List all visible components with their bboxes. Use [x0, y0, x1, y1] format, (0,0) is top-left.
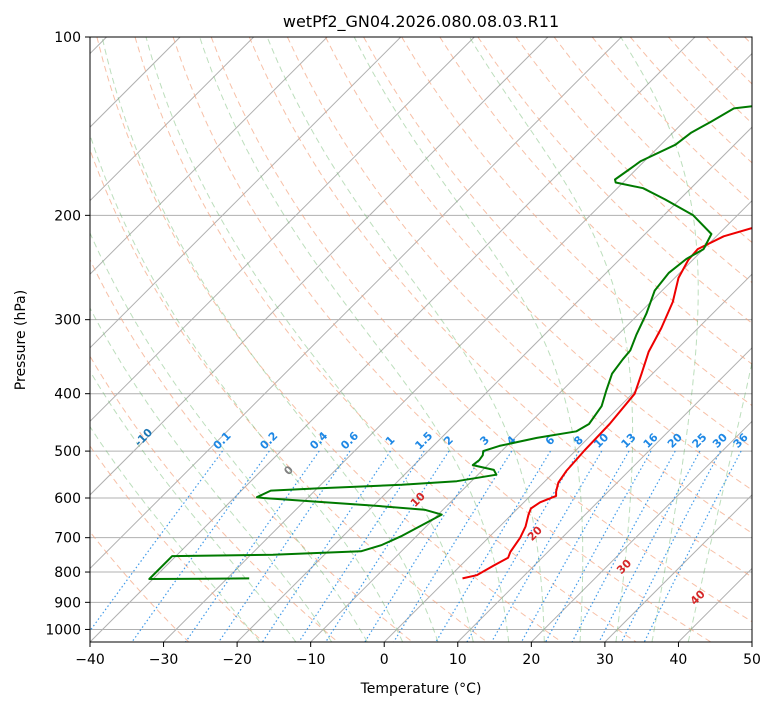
- mixing-ratio-line: [520, 450, 630, 642]
- isotherm-line: [383, 273, 752, 642]
- mixing-ratio-line: [545, 450, 652, 642]
- moist-adiabat-line: [101, 37, 439, 642]
- dry-adiabat-line: [90, 148, 488, 642]
- y-tick-label: 1000: [45, 622, 81, 638]
- y-tick-label: 300: [54, 313, 81, 329]
- mixing-ratio-line: [643, 450, 742, 642]
- isotherm-line: [90, 37, 255, 202]
- x-tick-label: −10: [296, 652, 326, 668]
- mixing-ratio-line: [90, 450, 223, 632]
- moist-adiabat-line: [266, 37, 545, 642]
- mixing-ratio-line: [571, 450, 676, 642]
- moist-adiabat-line: [90, 133, 404, 642]
- moist-adiabat-line: [687, 360, 752, 642]
- mixing-ratio-line: [218, 450, 351, 642]
- background-lines: [90, 37, 752, 642]
- y-tick-label: 600: [54, 491, 81, 507]
- isotherm-line: [236, 126, 752, 642]
- mixing-ratio-line: [598, 450, 701, 642]
- moist-adiabat-line: [90, 370, 297, 642]
- mixing-ratio-line: [621, 450, 721, 642]
- dry-adiabat-line: [325, 37, 752, 491]
- x-axis-label: Temperature (°C): [360, 681, 482, 697]
- chart-title: wetPf2_GN04.2026.080.08.03.R11: [283, 12, 559, 32]
- mixing-ratio-line: [393, 450, 513, 642]
- dry-adiabat-line: [210, 37, 752, 623]
- isotherm-line: [90, 37, 328, 275]
- isotherm-line: [163, 52, 752, 642]
- dry-adiabat-line: [401, 37, 752, 407]
- dry-adiabat-line: [286, 37, 752, 534]
- profile-series: [148, 105, 752, 580]
- isotherm-line: [530, 420, 752, 642]
- y-tick-label: 200: [54, 208, 81, 224]
- dry-adiabat-line: [248, 37, 752, 578]
- dry-adiabat-line: [477, 37, 752, 324]
- y-tick-label: 500: [54, 444, 81, 460]
- isotherm-line: [90, 37, 402, 349]
- y-tick-label: 400: [54, 387, 81, 403]
- plot-frame: [89, 36, 753, 643]
- isotherm-line: [90, 37, 549, 496]
- moist-adiabat-line: [199, 37, 510, 642]
- x-tick-label: 40: [670, 652, 688, 668]
- mixing-ratio-line: [491, 450, 603, 642]
- y-tick-label: 700: [54, 531, 81, 547]
- moist-adiabat-line: [620, 37, 699, 642]
- moist-adiabat-line: [353, 37, 584, 642]
- x-tick-label: −30: [149, 652, 179, 668]
- dewpoint-line: [148, 105, 752, 580]
- isotherm-line: [90, 37, 622, 570]
- mixing-ratio-line: [298, 450, 425, 642]
- mixing-ratio-line: [185, 450, 320, 642]
- x-tick-label: −20: [222, 652, 252, 668]
- dry-adiabat-line: [90, 258, 413, 642]
- x-tick-label: 10: [449, 652, 467, 668]
- isotherm-line: [90, 37, 475, 423]
- isotherm-line: [457, 347, 752, 642]
- moist-adiabat-line: [90, 307, 333, 642]
- dry-adiabat-line: [172, 37, 712, 642]
- isotherm-line: [604, 494, 752, 642]
- moist-adiabat-line: [90, 231, 368, 642]
- axes: −40 −30 −20 −10 0 10 20 30 40 50 100 200 300 400 500 60…: [45, 30, 761, 668]
- y-tick-label: 800: [54, 565, 81, 581]
- y-tick-label: 900: [54, 595, 81, 611]
- x-tick-label: 50: [743, 652, 761, 668]
- y-tick-label: 100: [54, 30, 81, 46]
- mixing-ratio-line: [261, 450, 391, 642]
- moist-adiabat-line: [145, 37, 474, 642]
- y-axis-label: Pressure (hPa): [13, 290, 29, 390]
- x-tick-label: 30: [596, 652, 614, 668]
- x-tick-label: 0: [380, 652, 389, 668]
- dry-adiabat-line: [439, 37, 752, 365]
- isotherm-line: [90, 37, 696, 642]
- x-tick-label: 20: [522, 652, 540, 668]
- dry-adiabat-line: [90, 355, 339, 642]
- temperature-line: [462, 227, 752, 580]
- x-tick-label: −40: [75, 652, 105, 668]
- moist-adiabat-line: [90, 425, 261, 642]
- dry-adiabat-line: [134, 37, 637, 642]
- dry-adiabat-line: [90, 445, 264, 642]
